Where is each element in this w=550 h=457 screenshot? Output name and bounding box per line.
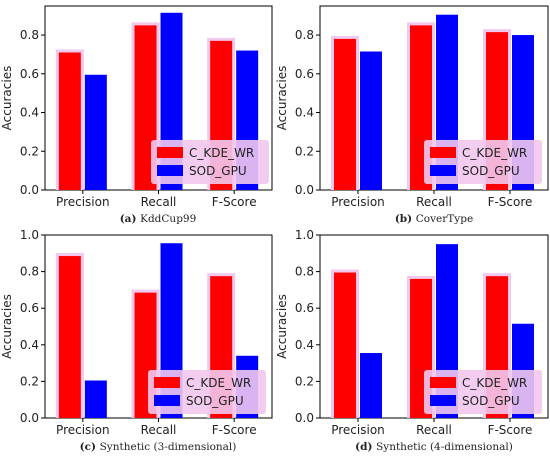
y-tick-label: 0.0 [20,411,39,425]
legend-label: C_KDE_WR [186,376,251,390]
y-tick-label: 0.4 [20,338,39,352]
caption-label: (c) [80,441,100,453]
legend-label: SOD_GPU [189,164,247,178]
x-tick-label: Precision [331,195,385,209]
legend-swatch [430,147,456,158]
bar-sod-gpu-precision [360,353,382,418]
bar-c-kde-wr-precision [58,256,81,418]
x-tick-label: F-Score [212,423,257,437]
bar-c-kde-wr-precision [58,52,81,191]
y-tick-label: 0.6 [20,67,39,81]
panel-caption: (d) Synthetic (4-dimensional) [355,441,513,453]
x-tick-label: Recall [141,423,177,437]
legend-swatch [154,377,180,388]
chart-panel-4: 0.0 0.2 0.4 0.6 0.8 1.0 Accuracies Precision Rec… [275,228,549,453]
y-axis-label: Accuracies [0,294,14,359]
y-tick-label: 0.0 [295,411,314,425]
y-axis-label: Accuracies [0,66,14,131]
y-tick-label: 0.8 [20,265,39,279]
legend-label: C_KDE_WR [462,146,527,160]
legend: C_KDE_WR SOD_GPU [148,370,266,414]
legend: C_KDE_WR SOD_GPU [424,140,542,184]
chart-panel-2: 0.0 0.2 0.4 0.6 0.8 Accuracies Precision Recall… [275,5,549,225]
panel-caption: (b) CoverType [395,213,473,225]
y-tick-label: 0.2 [20,144,39,158]
panel-caption: (c) Synthetic (3-dimensional) [80,441,237,453]
legend: C_KDE_WR SOD_GPU [151,140,269,184]
legend: C_KDE_WR SOD_GPU [424,370,542,414]
x-tick-label: Recall [416,423,452,437]
x-tick-label: Precision [331,423,385,437]
legend-label: SOD_GPU [186,394,244,408]
y-axis-label: Accuracies [275,66,289,131]
y-tick-label: 0.6 [295,301,314,315]
legend-swatch [430,165,456,176]
bar-sod-gpu-precision [84,380,107,418]
legend-label: C_KDE_WR [462,376,527,390]
bar-c-kde-wr-precision [334,38,356,190]
x-tick-label: Recall [141,195,177,209]
caption-text: Synthetic (4-dimensional) [376,441,513,453]
y-tick-label: 0.2 [295,144,314,158]
x-tick-label: F-Score [488,423,533,437]
caption-label: (a) [120,213,140,225]
x-tick-label: F-Score [212,195,257,209]
x-tick-label: Precision [56,195,110,209]
caption-label: (b) [395,213,416,225]
y-tick-label: 0.2 [295,374,314,388]
x-tick-label: Precision [56,423,110,437]
legend-swatch [157,147,183,158]
y-axis-label: Accuracies [275,294,289,359]
bar-c-kde-wr-precision [334,272,356,418]
chart-panel-3: 0.0 0.2 0.4 0.6 0.8 1.0 Accuracies Precision Rec… [0,228,273,453]
y-tick-label: 1.0 [20,228,39,242]
y-tick-label: 0.6 [20,301,39,315]
x-tick-label: Recall [416,195,452,209]
caption-text: Synthetic (3-dimensional) [100,441,237,453]
y-tick-label: 0.8 [295,265,314,279]
y-tick-label: 1.0 [295,228,314,242]
legend-swatch [430,377,456,388]
panel-caption: (a) KddCup99 [120,213,197,225]
y-tick-label: 0.6 [295,67,314,81]
y-tick-label: 0.8 [20,28,39,42]
y-tick-label: 0.0 [20,183,39,197]
caption-label: (d) [355,441,376,453]
legend-swatch [154,395,180,406]
legend-label: SOD_GPU [462,164,520,178]
legend-label: SOD_GPU [462,394,520,408]
x-tick-label: F-Score [488,195,533,209]
y-tick-label: 0.4 [295,338,314,352]
legend-swatch [430,395,456,406]
bar-sod-gpu-precision [360,51,382,190]
y-tick-label: 0.2 [20,374,39,388]
y-tick-label: 0.0 [295,183,314,197]
legend-swatch [157,165,183,176]
caption-text: CoverType [416,213,473,225]
caption-text: KddCup99 [140,213,196,225]
chart-panel-1: 0.0 0.2 0.4 0.6 0.8 Accuracies Precision Recall… [0,5,273,225]
y-tick-label: 0.8 [295,28,314,42]
legend-label: C_KDE_WR [189,146,254,160]
y-tick-label: 0.4 [295,106,314,120]
bar-sod-gpu-precision [84,74,107,190]
y-tick-label: 0.4 [20,106,39,120]
